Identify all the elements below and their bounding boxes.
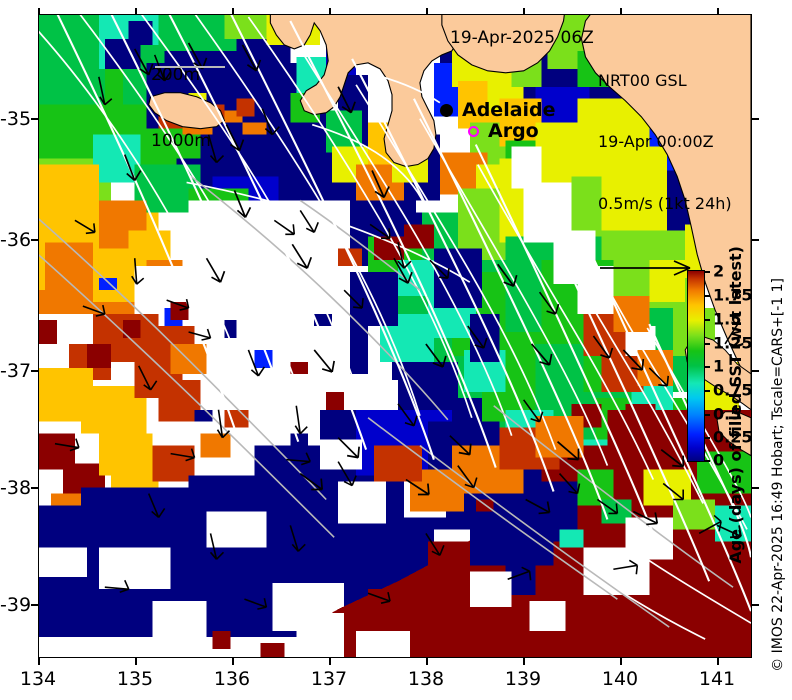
x-tick-top: [135, 8, 137, 15]
colorbar-title: Age (days) of filled SST (wrt latest): [726, 246, 745, 564]
x-tick-top: [426, 8, 428, 15]
x-tick-top: [717, 8, 719, 15]
x-tick-label: 140: [601, 668, 639, 690]
adelaide-marker-legend: Adelaide: [440, 99, 556, 121]
colorbar-tick: [705, 319, 710, 321]
x-tick-top: [523, 8, 525, 15]
map-plot-area[interactable]: [38, 14, 752, 658]
y-tick: [31, 370, 38, 372]
x-tick-top: [620, 8, 622, 15]
y-tick-label: -38: [0, 477, 32, 499]
sst-age-map: [39, 15, 751, 657]
y-tick: [31, 487, 38, 489]
colorbar-gradient: [687, 270, 705, 462]
y-tick-right: [752, 239, 759, 241]
contour-1000m: [39, 173, 734, 628]
colorbar-label: 1.75: [713, 285, 753, 305]
y-tick: [31, 604, 38, 606]
x-tick: [523, 658, 525, 665]
x-tick: [329, 658, 331, 665]
y-tick-right: [752, 370, 759, 372]
velocity-arrows: [54, 54, 740, 610]
streamline-arrowheads: [123, 42, 742, 539]
x-tick: [717, 658, 719, 665]
x-tick-label: 137: [310, 668, 348, 690]
sst-age-raster: [39, 15, 751, 657]
x-tick-top: [329, 8, 331, 15]
x-tick-top: [38, 8, 40, 15]
adelaide-label: Adelaide: [462, 99, 556, 121]
colorbar-label: 0: [713, 450, 725, 470]
argo-marker-legend: Argo: [468, 120, 539, 142]
x-tick: [135, 658, 137, 665]
y-tick-label: -39: [0, 594, 32, 616]
filled-circle-icon: [440, 103, 453, 117]
y-tick-right: [752, 487, 759, 489]
colorbar-label: 1: [713, 356, 725, 376]
landmass: [148, 15, 751, 457]
colorbar-label: 1.25: [713, 333, 753, 353]
x-tick: [426, 658, 428, 665]
x-tick-label: 141: [698, 668, 736, 690]
y-tick-right: [752, 118, 759, 120]
argo-label: Argo: [488, 120, 539, 142]
x-tick-label: 138: [407, 668, 445, 690]
colorbar-tick: [705, 460, 710, 462]
x-tick-label: 134: [19, 668, 57, 690]
open-circle-icon: [468, 125, 479, 137]
credit-text: © IMOS 22-Apr-2025 16:49 Hobart; Tscale=…: [770, 278, 786, 672]
y-tick: [31, 118, 38, 120]
y-tick: [31, 239, 38, 241]
colorbar-label: 0.25: [713, 427, 753, 447]
y-tick-label: -36: [0, 229, 32, 251]
x-tick: [38, 658, 40, 665]
colorbar-label: 0.5: [713, 404, 742, 424]
x-tick: [620, 658, 622, 665]
colorbar-tick: [705, 390, 710, 392]
colorbar-label: 0.75: [713, 380, 753, 400]
x-tick: [232, 658, 234, 665]
depth-1000m-sample-line: [155, 66, 225, 68]
colorbar-tick: [705, 437, 710, 439]
y-tick-label: -37: [0, 360, 32, 382]
y-tick-label: -35: [0, 108, 32, 130]
colorbar-tick: [705, 414, 710, 416]
y-tick-right: [752, 604, 759, 606]
colorbar-label: 1.5: [713, 309, 742, 329]
x-tick-label: 136: [213, 668, 251, 690]
colorbar-tick: [705, 295, 710, 297]
geostrophic-streamlines: [56, 15, 751, 612]
x-tick-label: 135: [116, 668, 154, 690]
colorbar-label: 2: [713, 261, 725, 281]
colorbar-tick: [705, 366, 710, 368]
x-tick-top: [232, 8, 234, 15]
colorbar-tick: [705, 271, 710, 273]
colorbar-tick: [705, 343, 710, 345]
x-tick-label: 139: [504, 668, 542, 690]
